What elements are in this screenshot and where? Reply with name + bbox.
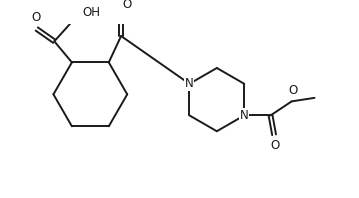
Text: N: N <box>240 109 248 122</box>
Text: N: N <box>185 77 194 90</box>
Text: O: O <box>123 0 132 11</box>
Text: O: O <box>270 139 280 152</box>
Text: O: O <box>31 11 41 24</box>
Text: O: O <box>288 84 297 97</box>
Text: OH: OH <box>83 6 101 19</box>
